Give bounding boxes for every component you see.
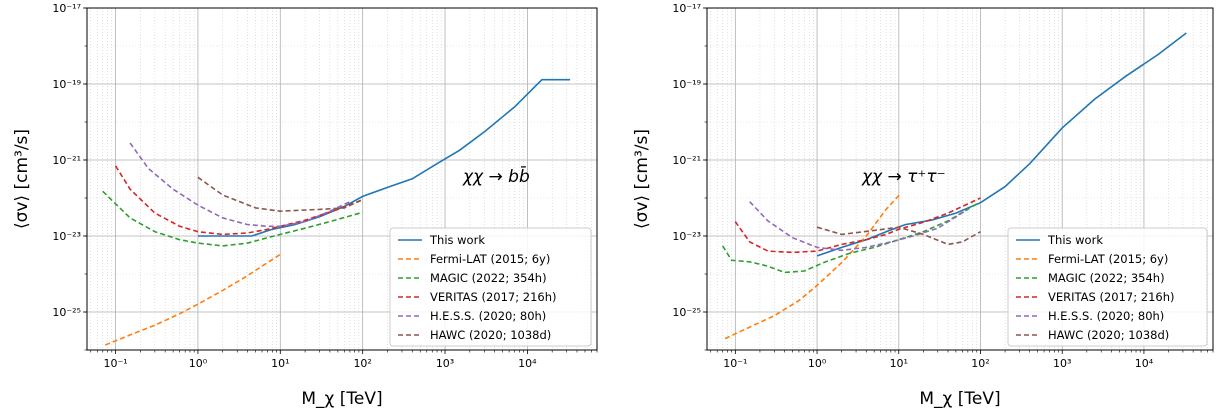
x-tick-label: 10² xyxy=(971,357,989,370)
chart-panel-tautau: 10⁻¹ 10⁰ 10¹ 10² 10³ 10⁴ 10⁻¹⁷ 10⁻¹⁹ 10⁻²¹ 10⁻²³ 1… xyxy=(632,2,1214,409)
legend-label: VERITAS (2017; 216h) xyxy=(430,290,556,304)
series-line-0 xyxy=(197,78,571,237)
x-tick-label: 10³ xyxy=(436,357,454,370)
series-line-0 xyxy=(816,32,1187,257)
y-tick-label: 10⁻²³ xyxy=(672,230,701,243)
y-tick-label: 10⁻¹⁷ xyxy=(52,2,81,15)
plot-frame xyxy=(706,7,1214,351)
y-tick-label: 10⁻²⁵ xyxy=(52,306,81,319)
x-tick-label: 10³ xyxy=(1053,357,1071,370)
series-line-2 xyxy=(722,203,978,274)
x-axis-label: M_χ [TeV] xyxy=(301,389,382,409)
legend-label: This work xyxy=(1047,233,1103,247)
y-axis-label: ⟨σv⟩ [cm³/s] xyxy=(12,129,32,229)
legend-label: H.E.S.S. (2020; 80h) xyxy=(1048,309,1164,323)
y-axis-label: ⟨σv⟩ [cm³/s] xyxy=(632,129,652,229)
series-line-4 xyxy=(749,201,969,252)
series-line-2 xyxy=(102,190,363,247)
legend-label: This work xyxy=(429,233,485,247)
x-tick-label: 10⁴ xyxy=(1135,357,1154,370)
x-tick-label: 10⁻¹ xyxy=(723,357,747,370)
series-line-5 xyxy=(197,176,364,213)
chart-panel-bb: 10⁻¹ 10⁰ 10¹ 10² 10³ 10⁴ 10⁻¹⁷ 10⁻¹⁹ 10⁻²¹ 10⁻²³ 1… xyxy=(12,2,598,409)
legend-label: MAGIC (2022; 354h) xyxy=(430,271,547,285)
plot-frame xyxy=(86,7,598,351)
legend-label: HAWC (2020; 1038d) xyxy=(1048,328,1169,342)
legend-label: Fermi-LAT (2015; 6y) xyxy=(430,252,550,266)
ticks: 10⁻¹ 10⁰ 10¹ 10² 10³ 10⁴ 10⁻¹⁷ 10⁻¹⁹ 10⁻²¹ 10⁻²³ 1… xyxy=(52,2,598,370)
y-tick-label: 10⁻²⁵ xyxy=(672,306,701,319)
legend-label: VERITAS (2017; 216h) xyxy=(1048,290,1174,304)
ticks: 10⁻¹ 10⁰ 10¹ 10² 10³ 10⁴ 10⁻¹⁷ 10⁻¹⁹ 10⁻²¹ 10⁻²³ 1… xyxy=(672,2,1214,370)
y-tick-label: 10⁻²¹ xyxy=(52,154,81,167)
x-tick-label: 10⁰ xyxy=(189,357,208,370)
series-layer xyxy=(102,78,571,346)
legend: This work Fermi-LAT (2015; 6y) MAGIC (2022… xyxy=(1007,227,1208,347)
y-tick-label: 10⁻¹⁹ xyxy=(52,78,81,91)
series-line-3 xyxy=(734,197,981,254)
x-tick-label: 10² xyxy=(353,357,371,370)
series-line-1 xyxy=(104,252,283,346)
y-tick-label: 10⁻¹⁹ xyxy=(672,78,701,91)
x-tick-label: 10¹ xyxy=(890,357,908,370)
channel-annotation: χχ → bb̄ xyxy=(462,165,530,187)
x-tick-label: 10⁻¹ xyxy=(103,357,127,370)
series-line-5 xyxy=(816,226,981,246)
x-axis-label: M_χ [TeV] xyxy=(919,389,1000,409)
legend-label: HAWC (2020; 1038d) xyxy=(430,328,551,342)
series-line-3 xyxy=(114,165,363,236)
legend-box xyxy=(1007,227,1208,347)
x-tick-label: 10⁰ xyxy=(808,357,827,370)
legend: This work Fermi-LAT (2015; 6y) MAGIC (2022… xyxy=(389,227,592,347)
legend-label: Fermi-LAT (2015; 6y) xyxy=(1048,252,1168,266)
y-tick-label: 10⁻¹⁷ xyxy=(672,2,701,15)
channel-annotation: χχ → τ⁺τ⁻ xyxy=(861,167,946,187)
y-tick-label: 10⁻²³ xyxy=(52,230,81,243)
series-layer xyxy=(722,32,1187,340)
series-line-4 xyxy=(129,142,351,228)
legend-label: H.E.S.S. (2020; 80h) xyxy=(430,309,546,323)
x-tick-label: 10⁴ xyxy=(518,357,537,370)
x-tick-label: 10¹ xyxy=(271,357,289,370)
legend-label: MAGIC (2022; 354h) xyxy=(1048,271,1165,285)
legend-box xyxy=(389,227,592,347)
y-tick-label: 10⁻²¹ xyxy=(672,154,701,167)
series-line-1 xyxy=(724,193,902,340)
